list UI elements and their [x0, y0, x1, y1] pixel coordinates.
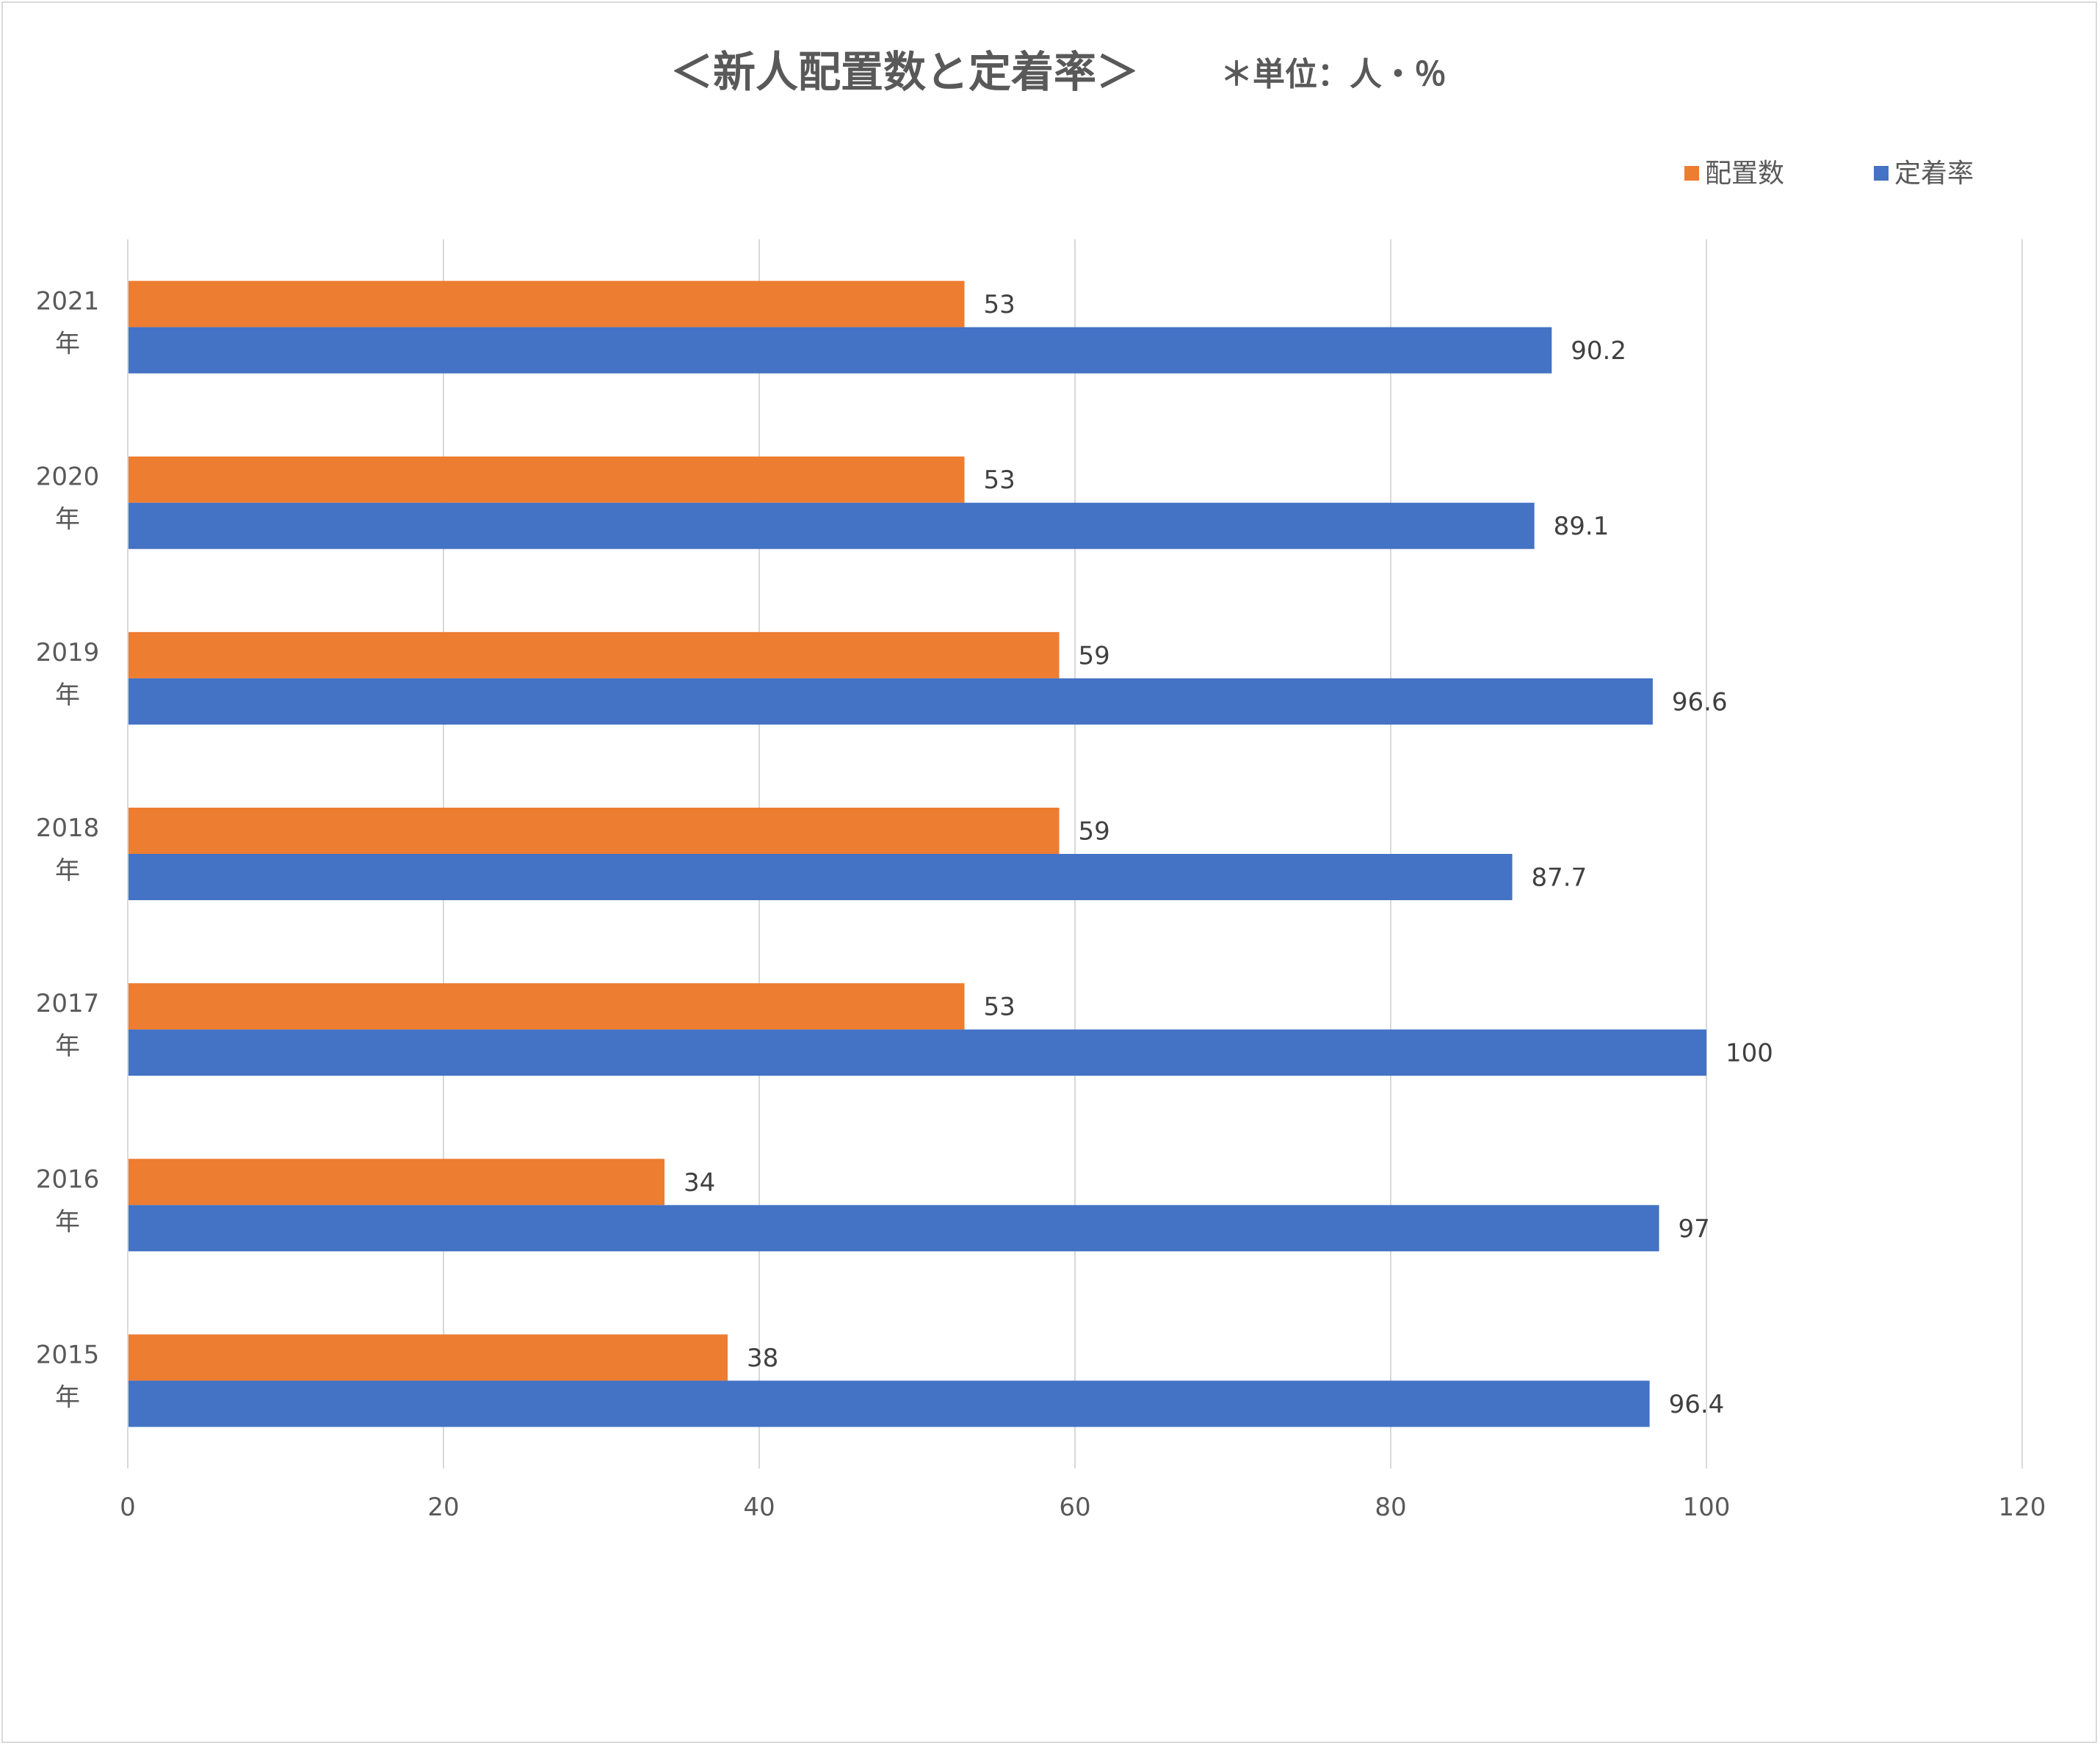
chart-subtitle: ＊単位：人・％	[1220, 56, 1447, 93]
bar-配置数-2019年	[128, 631, 1060, 678]
data-label-定着率-2020年: 89.1	[1554, 512, 1610, 541]
bars	[128, 280, 1706, 1427]
bar-配置数-2018年	[128, 808, 1060, 854]
bar-定着率-2020年	[128, 502, 1535, 549]
bar-定着率-2021年	[128, 327, 1552, 374]
bar-配置数-2017年	[128, 983, 965, 1030]
data-label-定着率-2015年: 96.4	[1669, 1390, 1725, 1419]
x-tick-label-1: 20	[427, 1493, 459, 1522]
data-label-配置数-2021年: 53	[984, 290, 1015, 319]
x-tick-label-6: 120	[1999, 1493, 2046, 1522]
data-label-定着率-2017年: 100	[1726, 1039, 1773, 1068]
data-labels: 53 90.2 53 89.1 59 96.6 59 87.7 53 100 34 97 38 96.4	[684, 290, 1773, 1419]
legend: 配置数 定着率	[1684, 159, 1974, 189]
x-tick-label-3: 60	[1059, 1493, 1090, 1522]
y-tick-label-5: 2016 年	[36, 1164, 100, 1236]
bar-定着率-2019年	[128, 678, 1653, 725]
bar-配置数-2020年	[128, 456, 965, 503]
bar-定着率-2015年	[128, 1380, 1650, 1427]
y-tick-label-6: 2015 年	[36, 1340, 100, 1412]
bar-配置数-2015年	[128, 1334, 728, 1381]
x-axis: 0 20 40 60 80 100 120	[120, 1493, 2046, 1522]
bar-定着率-2016年	[128, 1205, 1659, 1252]
legend-swatch-配置数	[1684, 166, 1699, 181]
y-tick-label-2: 2019 年	[36, 638, 100, 710]
data-label-定着率-2021年: 90.2	[1571, 336, 1626, 366]
bar-定着率-2017年	[128, 1029, 1706, 1076]
x-tick-label-4: 80	[1375, 1493, 1406, 1522]
y-tick-label-4: 2017 年	[36, 989, 100, 1061]
data-label-配置数-2017年: 53	[984, 993, 1015, 1022]
x-tick-label-0: 0	[120, 1493, 136, 1522]
x-tick-label-5: 100	[1683, 1493, 1731, 1522]
x-tick-label-2: 40	[743, 1493, 775, 1522]
legend-swatch-定着率	[1874, 166, 1889, 181]
bar-配置数-2021年	[128, 280, 965, 327]
bar-定着率-2018年	[128, 854, 1513, 900]
y-axis: 2021 年 2020 年 2019 年 2018 年 2017 年 2016 年 2015 年	[36, 239, 128, 1468]
data-label-配置数-2019年: 59	[1079, 641, 1110, 670]
legend-label-定着率: 定着率	[1894, 159, 1974, 189]
data-label-配置数-2016年: 34	[684, 1168, 715, 1198]
data-label-定着率-2016年: 97	[1679, 1214, 1710, 1244]
y-tick-label-3: 2018 年	[36, 814, 100, 885]
bar-配置数-2016年	[128, 1159, 665, 1206]
data-label-配置数-2018年: 59	[1079, 817, 1110, 847]
data-label-定着率-2019年: 96.6	[1672, 687, 1728, 717]
chart-title: ＜新人配置数と定着率＞	[670, 47, 1139, 97]
chart-svg: ＜新人配置数と定着率＞ ＊単位：人・％ 配置数 定着率 5390.25389.15…	[36, 47, 2046, 1522]
data-label-配置数-2015年: 38	[747, 1344, 778, 1373]
data-label-配置数-2020年: 53	[984, 466, 1015, 495]
y-tick-label-1: 2020 年	[36, 463, 100, 535]
y-tick-label-0: 2021 年	[36, 287, 100, 359]
legend-label-配置数: 配置数	[1705, 159, 1784, 189]
data-label-定着率-2018年: 87.7	[1532, 863, 1587, 893]
